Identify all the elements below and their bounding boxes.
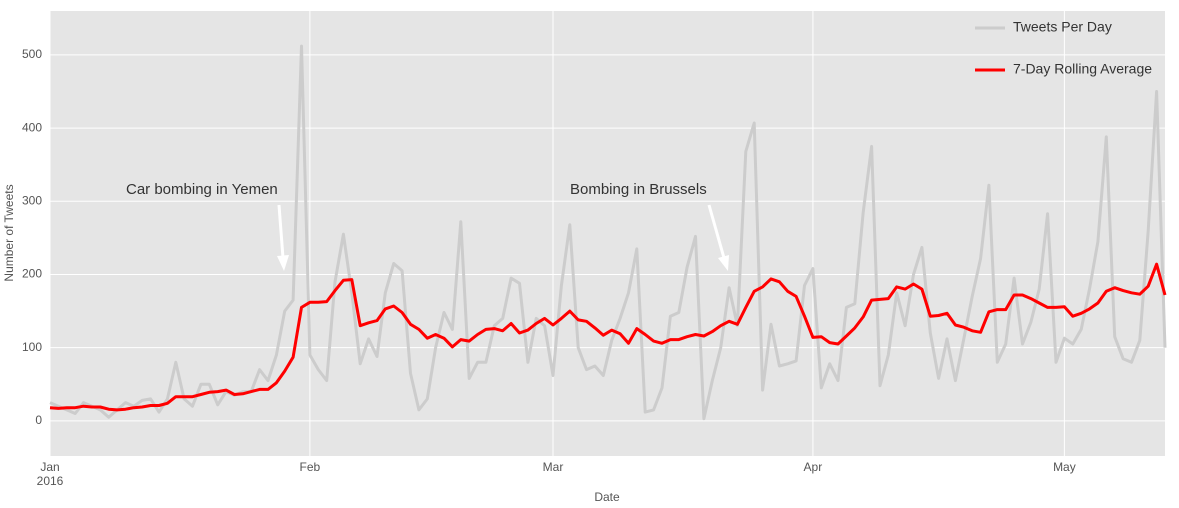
x-axis-label: Date: [594, 490, 620, 504]
annotation: Bombing in Brussels: [570, 181, 707, 198]
y-tick-label: 100: [22, 340, 42, 354]
legend-label: 7-Day Rolling Average: [1013, 61, 1152, 77]
annotation-arrowhead: [718, 255, 729, 271]
annotation: Car bombing in Yemen: [126, 181, 278, 198]
annotation-arrowhead: [277, 255, 289, 271]
legend: Tweets Per Day 7-Day Rolling Average: [975, 19, 1152, 77]
annotation-arrow: [277, 204, 285, 259]
series-line: [49, 262, 1167, 412]
y-tick-label: 200: [22, 267, 42, 281]
y-tick-label: 0: [35, 413, 42, 427]
annotation-arrow: [707, 204, 726, 259]
legend-label: Tweets Per Day: [1013, 19, 1112, 35]
grid: [49, 11, 1165, 456]
y-tick-label: 500: [22, 47, 42, 61]
y-tick-label: 400: [22, 120, 42, 134]
x-tick-label: Jan 2016: [37, 460, 64, 488]
x-tick-label: May: [1053, 460, 1076, 474]
x-tick-label: Feb: [300, 460, 321, 474]
lines: [49, 44, 1167, 421]
plot-area: [50, 11, 1165, 456]
x-tick-label: Apr: [804, 460, 823, 474]
x-tick-label: Mar: [543, 460, 564, 474]
y-tick-label: 300: [22, 193, 42, 207]
y-axis-label: Number of Tweets: [2, 184, 16, 281]
